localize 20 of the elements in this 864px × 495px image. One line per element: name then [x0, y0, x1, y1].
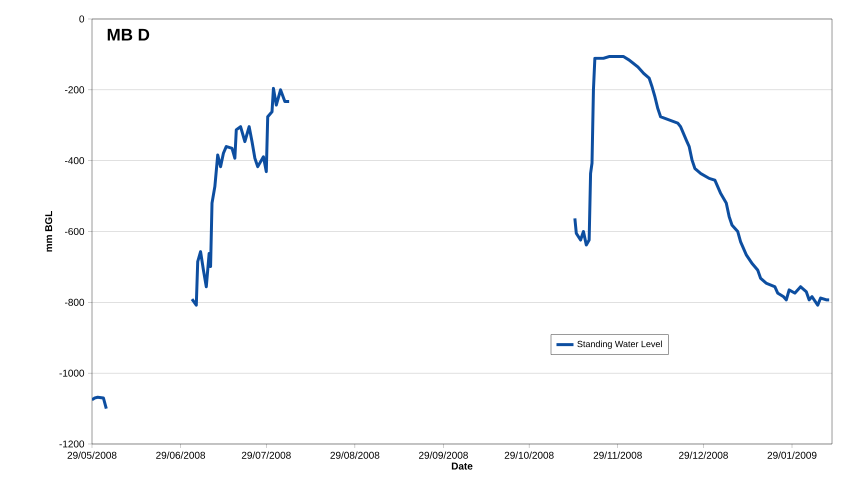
y-tick-label: -200: [64, 86, 84, 94]
x-tick-label: 29/11/2008: [594, 452, 642, 459]
x-tick-label: 29/08/2008: [330, 452, 380, 459]
x-tick-label: 29/09/2008: [419, 452, 468, 459]
y-tick-label: -1000: [59, 370, 84, 377]
y-axis-title: mm BGL: [45, 211, 52, 252]
x-tick-label: 29/10/2008: [504, 452, 554, 459]
y-tick-label: -400: [64, 157, 84, 164]
chart-title: MB D: [108, 28, 150, 41]
y-tick-label: -1200: [59, 440, 84, 448]
legend-label: Standing Water Level: [577, 340, 662, 349]
x-tick-label: 29/05/2008: [68, 452, 116, 459]
y-tick-label: -600: [64, 228, 84, 236]
y-tick-label: 0: [79, 15, 84, 23]
x-tick-label: 29/12/2008: [679, 452, 728, 459]
x-tick-label: 29/07/2008: [242, 452, 291, 459]
x-tick-label: 29/01/2009: [768, 452, 816, 459]
y-tick-label: -800: [64, 298, 84, 306]
x-tick-label: 29/06/2008: [156, 452, 206, 459]
x-axis-title: Date: [452, 462, 472, 470]
